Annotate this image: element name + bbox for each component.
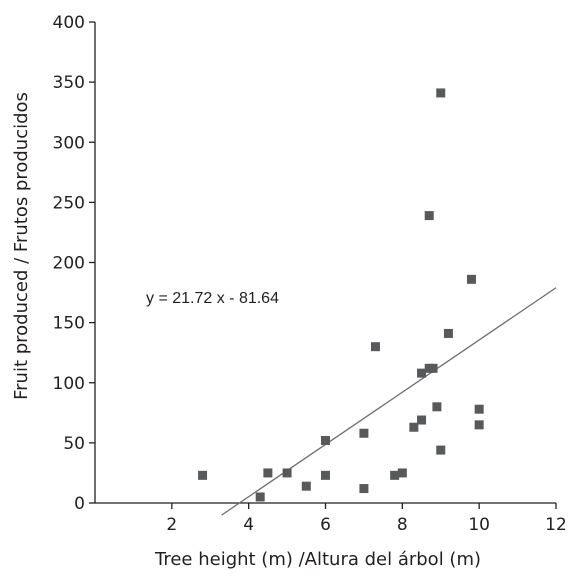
x-axis: 2 4 6 8 10 12 <box>95 502 567 535</box>
data-point <box>390 470 400 480</box>
y-tick-label: 400 <box>53 13 85 33</box>
data-point <box>409 422 419 432</box>
data-point <box>263 468 273 478</box>
y-axis: 0 50 100 150 200 250 300 350 400 <box>53 13 96 514</box>
data-point <box>436 445 446 455</box>
data-point <box>474 404 484 414</box>
y-tick-label: 250 <box>53 193 85 213</box>
data-points <box>198 88 484 502</box>
trendline <box>221 287 557 516</box>
data-point <box>432 402 442 412</box>
data-point <box>359 484 369 494</box>
y-tick-label: 350 <box>53 73 85 93</box>
y-tick-label: 200 <box>53 254 85 274</box>
x-axis-title: Tree height (m) /Altura del árbol (m) <box>154 549 481 570</box>
data-point <box>359 428 369 438</box>
data-point <box>443 328 453 338</box>
data-point <box>424 211 434 221</box>
y-tick-label: 100 <box>53 374 85 394</box>
data-point <box>417 368 427 378</box>
x-tick-label: 2 <box>166 515 177 535</box>
data-point <box>397 468 407 478</box>
data-point <box>474 420 484 430</box>
data-point <box>417 415 427 425</box>
data-point <box>321 470 330 480</box>
data-point <box>466 274 476 284</box>
data-point <box>436 88 446 98</box>
x-tick-label: 10 <box>468 515 490 535</box>
data-point <box>301 481 311 491</box>
data-point <box>198 470 208 480</box>
data-point <box>282 468 292 478</box>
data-point <box>370 342 380 352</box>
y-axis-title: Fruit produced / Frutos producidos <box>11 92 32 400</box>
x-tick-label: 4 <box>243 515 254 535</box>
y-tick-label: 0 <box>74 494 85 514</box>
y-tick-label: 50 <box>63 434 85 454</box>
data-point <box>428 363 438 373</box>
data-point <box>255 492 265 502</box>
trendline-equation: y = 21.72 x - 81.64 <box>146 290 279 307</box>
y-tick-label: 300 <box>53 133 85 153</box>
x-tick-label: 6 <box>320 515 331 535</box>
y-tick-label: 150 <box>53 314 85 334</box>
x-tick-label: 8 <box>397 515 408 535</box>
data-point <box>321 435 330 445</box>
x-tick-label: 12 <box>545 515 567 535</box>
trendline-group <box>221 287 557 516</box>
